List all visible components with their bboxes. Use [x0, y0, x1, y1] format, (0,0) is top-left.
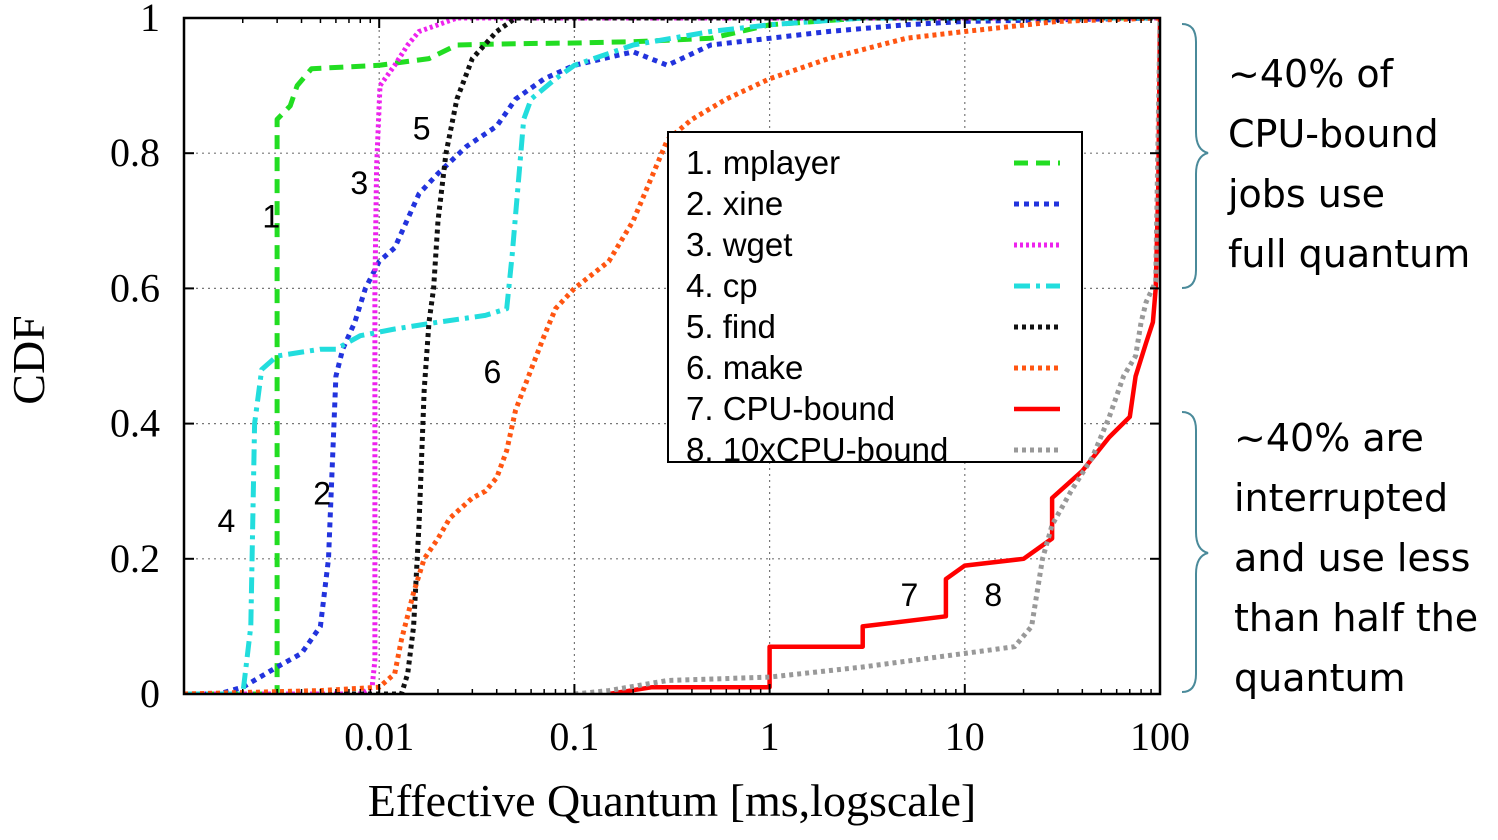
curves — [184, 18, 1160, 694]
curve-label-6: 6 — [483, 354, 501, 390]
y-tick-label: 0.4 — [110, 401, 160, 446]
curve-label-2: 2 — [313, 476, 331, 512]
y-tick-label: 0.6 — [110, 265, 160, 310]
legend-entry-label: 6. make — [686, 349, 803, 386]
legend-entry-label: 8. 10xCPU-bound — [686, 431, 948, 468]
series-line-3 — [184, 18, 1160, 694]
series-line-4 — [184, 18, 1160, 694]
y-tick-label: 0.2 — [110, 536, 160, 581]
legend-box — [667, 131, 1083, 463]
series-line-1 — [184, 18, 1160, 694]
y-axis-title: CDF — [3, 315, 54, 404]
x-tick-label: 10 — [945, 714, 985, 759]
x-tick-label: 0.01 — [344, 714, 414, 759]
x-axis-title: Effective Quantum [ms,logscale] — [368, 775, 976, 826]
legend-entry-label: 5. find — [686, 308, 776, 345]
legend-entry-label: 1. mplayer — [686, 144, 840, 181]
series-line-6 — [184, 18, 1160, 694]
legend-entry-label: 4. cp — [686, 267, 758, 304]
series-line-2 — [184, 18, 1160, 694]
curve-label-4: 4 — [218, 503, 236, 539]
curve-label-5: 5 — [413, 111, 431, 147]
x-tick-label: 100 — [1130, 714, 1190, 759]
series-line-7 — [608, 18, 1160, 694]
x-tick-label: 1 — [760, 714, 780, 759]
full-quantum-annotation: ~40% of CPU-bound jobs use full quantum — [1228, 52, 1471, 276]
interrupted-annotation: ~40% are interrupted and use less than h… — [1234, 416, 1479, 700]
y-tick-label: 0.8 — [110, 130, 160, 175]
legend-entry-label: 7. CPU-bound — [686, 390, 895, 427]
legend: 1. mplayer 2. xine 3. wget 4. cp 5. find 6. m… — [667, 131, 1083, 468]
legend-entry-label: 2. xine — [686, 185, 783, 222]
curve-label-8: 8 — [984, 577, 1002, 613]
axis-ticks: 0.01 0.1 1 10 100 0 0.2 0.4 0.6 0.8 1 — [110, 0, 1190, 759]
series-line-5 — [184, 18, 1160, 694]
y-tick-label: 1 — [140, 0, 160, 40]
y-tick-label: 0 — [140, 671, 160, 716]
x-tick-label: 0.1 — [549, 714, 599, 759]
curve-label-1: 1 — [262, 199, 280, 235]
curve-label-3: 3 — [350, 165, 368, 201]
curve-labels: 1 2 3 4 5 6 7 8 — [218, 111, 1003, 613]
bottom-brace-icon — [1181, 411, 1209, 693]
top-brace-icon — [1181, 23, 1209, 289]
curve-label-7: 7 — [900, 577, 918, 613]
plot-frame — [182, 16, 1162, 696]
legend-entry-label: 3. wget — [686, 226, 792, 263]
